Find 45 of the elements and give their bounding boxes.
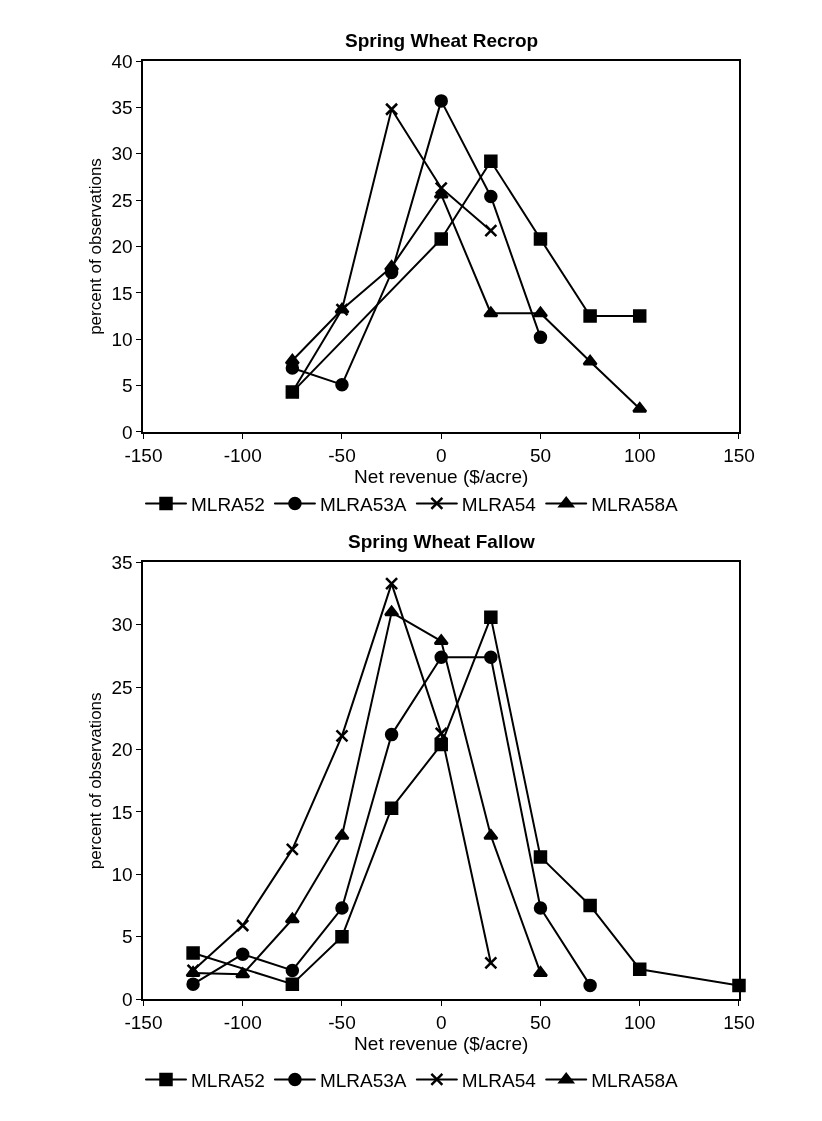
x-tick-label: -50 <box>328 1011 356 1033</box>
x-tick-label: -150 <box>124 444 163 466</box>
y-tick-label: 25 <box>111 676 133 698</box>
y-tick-label: 15 <box>111 282 133 304</box>
legend-label: MLRA52 <box>191 493 265 515</box>
y-tick-label: 30 <box>111 143 133 165</box>
x-axis-title: Net revenue ($/acre) <box>354 1032 529 1054</box>
legend-label: MLRA54 <box>461 1069 537 1091</box>
chart-title: Spring Wheat Recrop <box>345 30 539 51</box>
x-tick-label: 50 <box>529 444 552 466</box>
x-tick-label: 50 <box>529 1011 552 1033</box>
legend-label: MLRA54 <box>461 493 537 515</box>
y-tick-label: 15 <box>111 801 133 823</box>
x-tick-label: 100 <box>623 444 656 466</box>
x-tick-label: 0 <box>435 444 447 466</box>
legend-label: MLRA58A <box>591 1069 679 1091</box>
y-tick-label: 10 <box>111 328 133 350</box>
y-axis-title: percent of observations <box>85 692 105 870</box>
legend-label: MLRA58A <box>591 493 679 515</box>
x-tick-label: 0 <box>435 1011 447 1033</box>
y-tick-label: 0 <box>122 988 133 1010</box>
x-tick-label: -50 <box>328 444 356 466</box>
y-tick-label: 25 <box>111 189 133 211</box>
legend-label: MLRA53A <box>319 493 407 515</box>
y-tick-label: 35 <box>111 97 133 119</box>
x-tick-label: -100 <box>223 1011 262 1033</box>
x-tick-label: 150 <box>723 1011 755 1033</box>
x-axis-title: Net revenue ($/acre) <box>354 465 529 487</box>
y-tick-label: 20 <box>111 236 133 258</box>
legend-label: MLRA53A <box>319 1069 407 1091</box>
legend-label: MLRA52 <box>191 1069 265 1091</box>
x-tick-label: -100 <box>223 444 262 466</box>
y-tick-label: 30 <box>111 614 133 636</box>
y-axis-title: percent of observations <box>85 158 105 335</box>
x-tick-label: 150 <box>723 444 755 466</box>
y-tick-label: 5 <box>122 375 133 397</box>
y-tick-label: 35 <box>111 552 133 574</box>
y-tick-label: 40 <box>111 50 133 72</box>
y-tick-label: 0 <box>122 421 133 443</box>
y-tick-label: 20 <box>111 739 133 761</box>
y-tick-label: 10 <box>111 864 133 885</box>
y-tick-label: 5 <box>122 926 133 948</box>
chart-title: Spring Wheat Fallow <box>348 531 536 552</box>
x-tick-label: 100 <box>623 1011 656 1033</box>
x-tick-label: -150 <box>124 1011 163 1033</box>
